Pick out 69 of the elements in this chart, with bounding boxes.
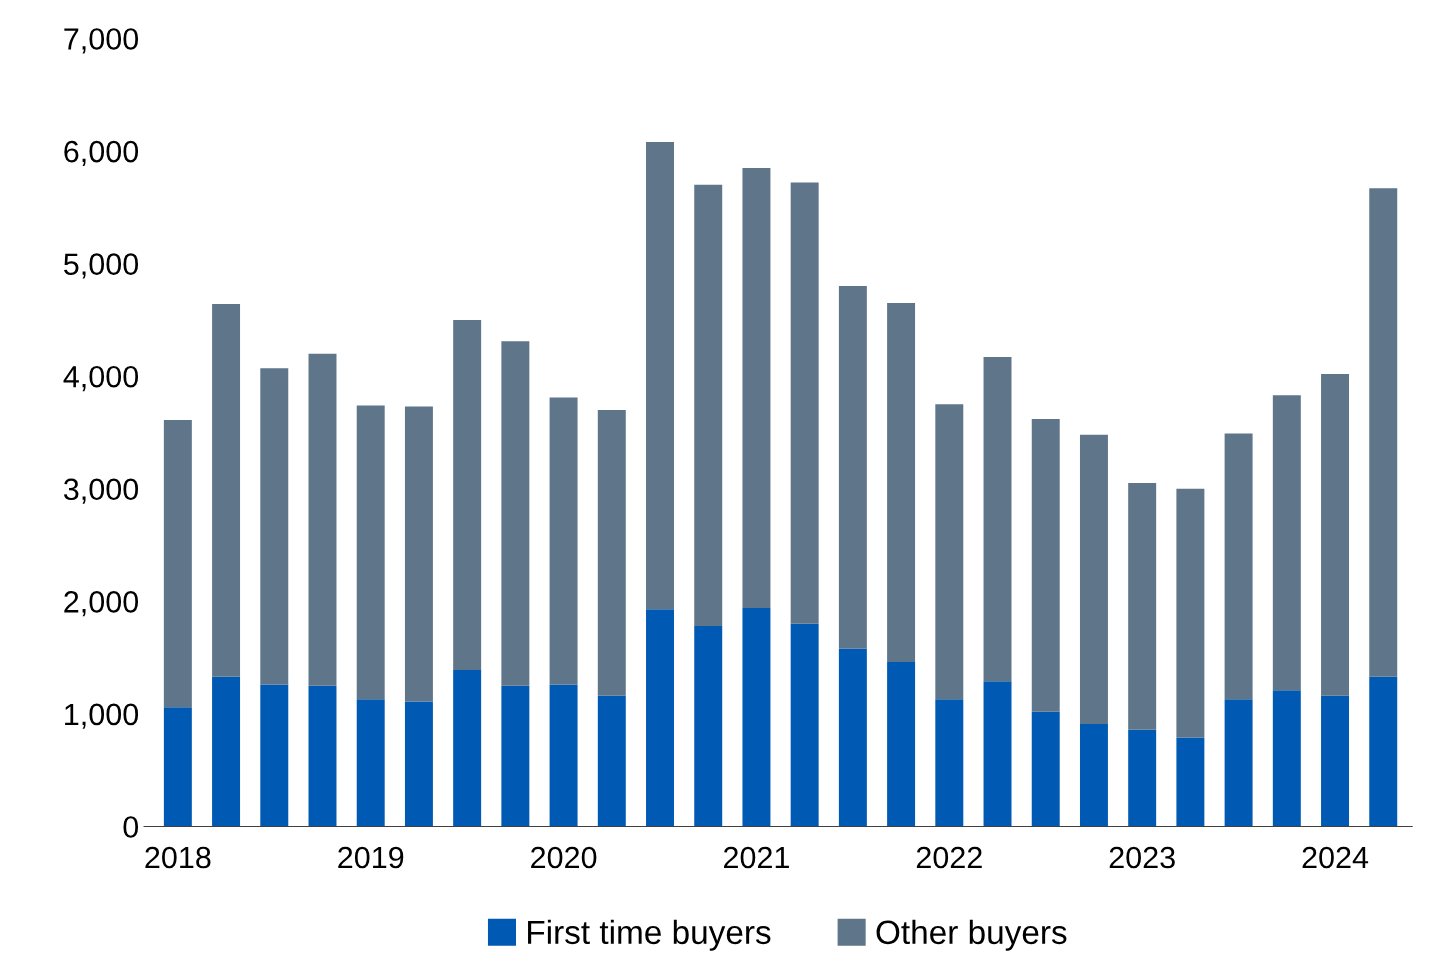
y-tick-label: 5,000: [64, 253, 139, 279]
y-tick-label: 0: [123, 816, 139, 838]
bar: [790, 623, 819, 827]
bar: [212, 676, 241, 827]
y-tick-label: 6,000: [64, 140, 139, 166]
bar: [356, 699, 385, 827]
x-tick-label: 2021: [724, 846, 789, 869]
bar: [549, 684, 578, 827]
bar: [646, 609, 674, 827]
x-tick-label: 2024: [1302, 846, 1369, 869]
bar: [1272, 690, 1301, 827]
x-tick-label: 2018: [145, 846, 211, 869]
bar: [1031, 711, 1060, 827]
bar: [838, 286, 867, 649]
bar: [1224, 699, 1253, 827]
bar: [1176, 737, 1205, 827]
bar: [356, 405, 385, 700]
bar: [742, 608, 771, 827]
bar: [983, 357, 1012, 682]
bar: [838, 648, 867, 827]
x-tick-label: 2019: [338, 846, 404, 869]
bar: [1321, 695, 1350, 827]
bar: [790, 182, 819, 624]
bar: [404, 406, 433, 702]
bar: [453, 669, 482, 827]
x-tick-label: 2020: [531, 846, 597, 869]
bar: [501, 341, 530, 686]
bar: [212, 304, 241, 677]
bar: [597, 695, 626, 827]
bar: [1369, 676, 1398, 827]
bar: [308, 353, 337, 686]
bar: [453, 319, 482, 670]
bar: [646, 142, 674, 610]
bar: [597, 409, 626, 696]
bar: [694, 184, 723, 627]
y-tick-label: 7,000: [64, 28, 139, 54]
x-tick-label: 2022: [916, 846, 982, 869]
bar: [260, 368, 289, 685]
bar: [1128, 729, 1157, 827]
legend-label: First time buyers: [528, 919, 771, 951]
bar: [1321, 373, 1350, 696]
bar: [308, 685, 337, 827]
bar: [1369, 188, 1398, 677]
bar: [1079, 724, 1108, 827]
bar: [1031, 418, 1060, 712]
bar: [260, 684, 289, 827]
bar: [163, 707, 192, 827]
bar: [1128, 483, 1157, 730]
bar: [935, 404, 964, 700]
bar: [1079, 434, 1108, 725]
bar: [935, 699, 964, 827]
bar: [983, 681, 1012, 827]
bar: [887, 302, 916, 663]
bar: [742, 167, 771, 609]
bar: [501, 685, 530, 827]
y-tick-label: 1,000: [65, 703, 139, 729]
bar: [887, 662, 916, 827]
bar: [404, 701, 433, 827]
x-tick-label: 2023: [1109, 846, 1175, 869]
bar: [1224, 433, 1253, 700]
bar: [1272, 395, 1301, 691]
bar: [694, 626, 723, 827]
y-tick-label: 4,000: [63, 365, 139, 392]
bar: [1176, 488, 1205, 738]
legend-label: Other buyers: [876, 919, 1067, 951]
y-tick-label: 2,000: [64, 591, 139, 617]
bar: [163, 420, 192, 708]
bar: [549, 397, 578, 685]
y-tick-label: 3,000: [63, 478, 139, 504]
